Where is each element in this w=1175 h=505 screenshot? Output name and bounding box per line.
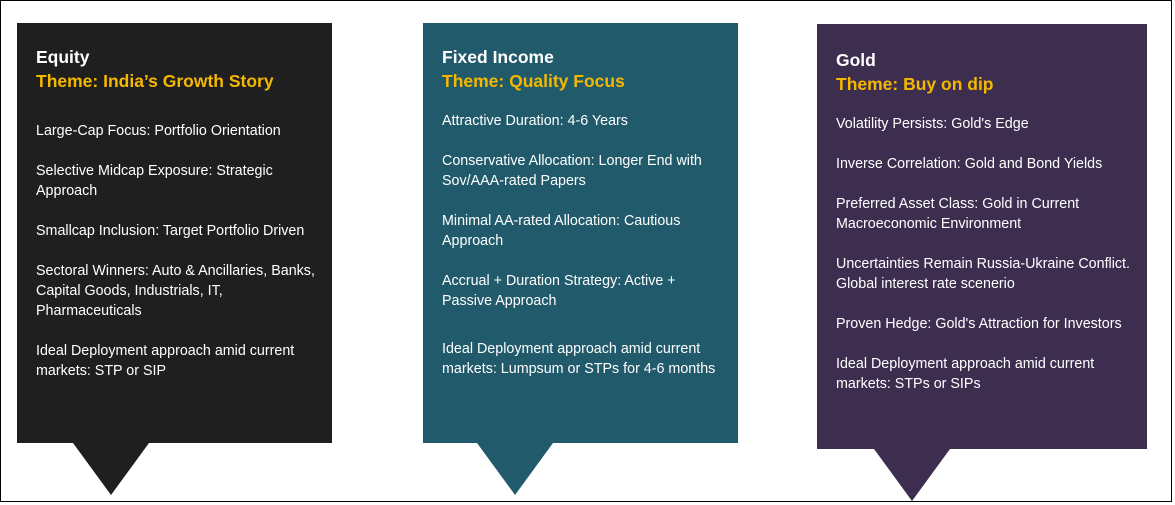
card-title: Equity (36, 47, 90, 67)
callout-pointer (477, 443, 553, 495)
list-item: Minimal AA-rated Allocation: Cautious Ap… (442, 213, 681, 249)
list-item: Proven Hedge: Gold's Attraction for Inve… (836, 316, 1122, 332)
list-item: Uncertainties Remain Russia-Ukraine Conf… (836, 256, 1130, 292)
callout-pointer (73, 443, 149, 495)
list-item: Selective Midcap Exposure: Strategic App… (36, 163, 273, 199)
gold-card: Gold Theme: Buy on dip Volatility Persis… (817, 24, 1147, 501)
list-item: Ideal Deployment approach amid current m… (36, 343, 295, 379)
list-item: Ideal Deployment approach amid current m… (442, 341, 716, 377)
card-theme: Theme: Quality Focus (442, 71, 625, 91)
list-item: Smallcap Inclusion: Target Portfolio Dri… (36, 223, 305, 239)
list-item: Volatility Persists: Gold's Edge (836, 116, 1029, 132)
list-item: Ideal Deployment approach amid current m… (836, 356, 1095, 392)
card-item-list: Attractive Duration: 4-6 Years Conservat… (442, 111, 724, 379)
card-theme: Theme: Buy on dip (836, 74, 994, 94)
equity-card: Equity Theme: India’s Growth Story Large… (17, 23, 332, 495)
list-item: Attractive Duration: 4-6 Years (442, 113, 628, 129)
list-item: Large-Cap Focus: Portfolio Orientation (36, 123, 281, 139)
card-title: Fixed Income (442, 47, 554, 67)
list-item: Sectoral Winners: Auto & Ancillaries, Ba… (36, 263, 315, 319)
card-title: Gold (836, 50, 876, 70)
list-item: Accrual + Duration Strategy: Active + Pa… (442, 273, 676, 309)
list-item: Preferred Asset Class: Gold in Current M… (836, 196, 1080, 232)
card-item-list: Volatility Persists: Gold's Edge Inverse… (836, 114, 1133, 394)
callout-pointer (874, 449, 950, 501)
card-theme: Theme: India’s Growth Story (36, 71, 274, 91)
card-item-list: Large-Cap Focus: Portfolio Orientation S… (36, 121, 318, 381)
list-item: Conservative Allocation: Longer End with… (442, 153, 702, 189)
fixed-income-card: Fixed Income Theme: Quality Focus Attrac… (423, 23, 738, 495)
list-item: Inverse Correlation: Gold and Bond Yield… (836, 156, 1103, 172)
